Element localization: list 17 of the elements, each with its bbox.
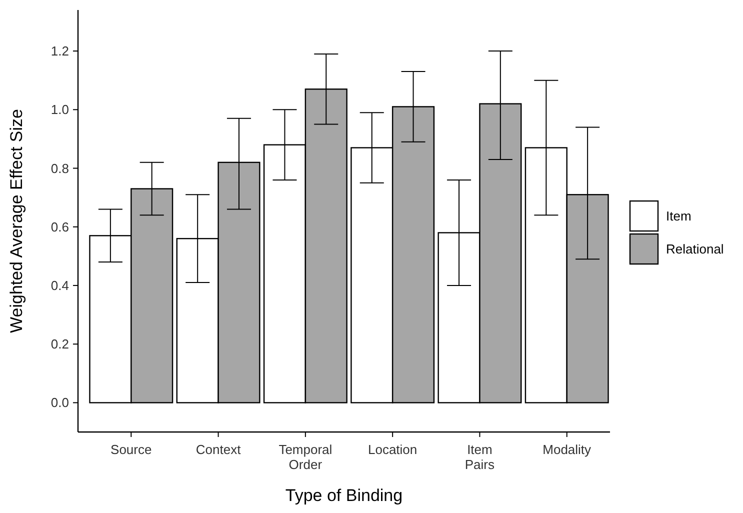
y-tick-label: 0.0: [50, 395, 69, 410]
y-tick-label: 1.2: [50, 44, 69, 59]
legend-label: Item: [666, 208, 692, 224]
y-tick-label: 1.0: [50, 102, 69, 118]
x-tick-label: Modality: [542, 442, 592, 457]
x-tick-label: Item Pairs: [464, 442, 496, 472]
y-tick-label: 0.8: [50, 160, 69, 176]
x-tick-label: Temporal Order: [278, 442, 332, 472]
x-axis-title: Type of Binding: [285, 486, 403, 505]
x-tick-label: Context: [196, 442, 242, 457]
x-tick-label: Location: [368, 442, 418, 457]
x-tick-label: Source: [110, 442, 152, 457]
y-tick-label: 0.6: [50, 219, 69, 234]
y-tick-label: 0.4: [50, 278, 69, 294]
y-axis-title: Weighted Average Effect Size: [7, 109, 26, 333]
legend-label: Relational: [666, 242, 724, 257]
y-tick-label: 0.2: [50, 336, 69, 352]
